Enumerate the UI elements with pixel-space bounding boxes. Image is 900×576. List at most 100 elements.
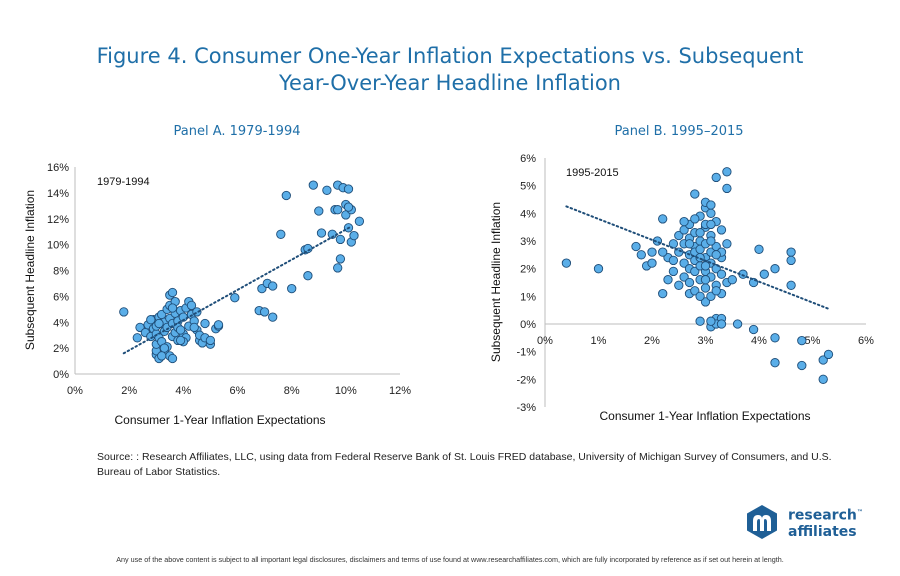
panel-a-point (132, 333, 142, 343)
panel-b-x-tick-label: 1% (591, 335, 607, 347)
panel-a-point (333, 205, 343, 215)
panel-a-point (189, 322, 199, 333)
panel-a-point (167, 353, 178, 364)
panel-b-y-tick-label: 1% (520, 291, 536, 303)
panel-b-point (700, 283, 711, 293)
panel-b-point (695, 291, 705, 301)
panel-b-point (679, 258, 689, 268)
panel-a-x-tick-label: 0% (67, 385, 83, 397)
panel-b-point (748, 277, 759, 288)
panel-b-x-tick-label: 3% (698, 335, 714, 347)
panel-b-point (716, 269, 727, 279)
panel-b-y-tick-label: 3% (520, 236, 536, 248)
panel-b-point (759, 269, 769, 279)
panel-b-annotation: 1995-2015 (566, 167, 619, 179)
panel-a-point (154, 318, 164, 329)
panel-b-point (823, 349, 834, 360)
panel-b-point (770, 333, 780, 343)
panel-a-point (335, 234, 346, 245)
panel-b-point (674, 230, 684, 241)
panel-a-point (281, 190, 291, 201)
panel-b-y-tick-label: 6% (520, 153, 536, 165)
panel-a-point (146, 315, 156, 325)
panel-b-point (732, 319, 743, 329)
panel-a-point (287, 283, 297, 294)
panel-a-point (349, 230, 359, 241)
panel-b-point (797, 360, 807, 371)
panel-a-point (157, 351, 167, 361)
panel-a-point (308, 180, 318, 190)
research-affiliates-logo: research™ affiliates (744, 504, 884, 542)
panel-b-point (647, 258, 657, 268)
panel-a-y-tick-label: 12% (47, 214, 69, 226)
panel-a-point (303, 271, 313, 281)
panel-b-x-tick-label: 2% (644, 335, 660, 347)
panel-b-y-axis-title: Subsequent Headline Inflation (489, 202, 503, 362)
panel-b-y-tick-label: 5% (520, 181, 536, 193)
panel-b-point (631, 241, 641, 252)
panel-a-point (268, 312, 278, 322)
panel-a-y-tick-label: 4% (53, 317, 69, 329)
panel-a-y-tick-label: 2% (53, 343, 69, 355)
panel-a-point (175, 335, 186, 346)
logo-text-line-2: affiliates (788, 523, 857, 540)
panel-b-x-axis-title: Consumer 1-Year Inflation Expectations (599, 409, 810, 423)
panel-b-point (679, 216, 689, 227)
panel-b-point (716, 319, 727, 329)
panel-a-y-tick-label: 14% (47, 188, 69, 200)
panel-a-y-axis-title: Subsequent Headline Inflation (23, 190, 37, 350)
panel-b-point (684, 277, 695, 288)
panel-b-point (695, 228, 705, 238)
panel-a-point (276, 229, 286, 239)
panel-a-point (343, 184, 354, 194)
panel-b-point (679, 272, 689, 282)
panel-b-point (690, 189, 700, 199)
scatter-charts: Panel A. 1979-1994 0% 2% 4% 6% 8% 10% 12% 14% 16%… (23, 124, 874, 427)
panel-a-title: Panel A. 1979-1994 (174, 124, 301, 139)
panel-b-point (636, 250, 646, 260)
panel-a-y-tick-label: 8% (53, 266, 69, 278)
panel-b-point (663, 275, 673, 285)
panel-a-x-tick-label: 6% (230, 385, 246, 397)
figure-title-line-2: Year-Over-Year Headline Inflation (279, 71, 621, 95)
panel-a-x-tick-label: 10% (335, 385, 357, 397)
panel-b-y-tick-label: 4% (520, 208, 536, 220)
panel-b-point (786, 247, 796, 257)
panel-b-point (695, 316, 705, 326)
panel-a-point (333, 263, 343, 273)
panel-b-point (706, 208, 716, 218)
logo-mark-icon (747, 505, 777, 539)
logo-text: research™ affiliates (788, 507, 863, 540)
panel-a-point (200, 318, 210, 329)
panel-b-point (716, 225, 727, 235)
panel-b-y-tick-label: 0% (520, 319, 536, 331)
panel-b-point (722, 183, 732, 194)
panel-a-y-tick-label: 0% (53, 369, 69, 381)
panel-b-point (700, 275, 711, 285)
panel-a-point (268, 281, 278, 291)
panel-b-trendline (565, 205, 830, 310)
panel-b-x-tick-label: 5% (805, 335, 821, 347)
panel-a-x-tick-label: 4% (175, 385, 191, 397)
panel-a-point (186, 300, 197, 311)
panel-b-point (711, 250, 721, 260)
panel-b-y-tick-label: 2% (520, 264, 536, 276)
panel-a-point (167, 303, 178, 313)
panel-a-point (314, 206, 324, 216)
panel-b-point (706, 236, 716, 246)
panel-b-point (797, 335, 807, 346)
panel-b-point (786, 255, 796, 266)
panel-b-point (674, 280, 684, 290)
panel-a-point (259, 307, 270, 317)
panel-b-point (722, 239, 732, 249)
panel-a-y-tick-label: 16% (47, 162, 69, 174)
panel-b-point (690, 266, 700, 277)
panel-b-y-tick-label: -1% (516, 347, 536, 359)
panel-b-point (770, 264, 780, 274)
panel-b-point (818, 355, 828, 365)
panel-a-annotation: 1979-1994 (97, 176, 150, 188)
panel-a-x-tick-label: 12% (389, 385, 411, 397)
panel-b-point (700, 261, 711, 271)
panel-b-point (818, 374, 828, 384)
panel-b-point (711, 172, 721, 183)
